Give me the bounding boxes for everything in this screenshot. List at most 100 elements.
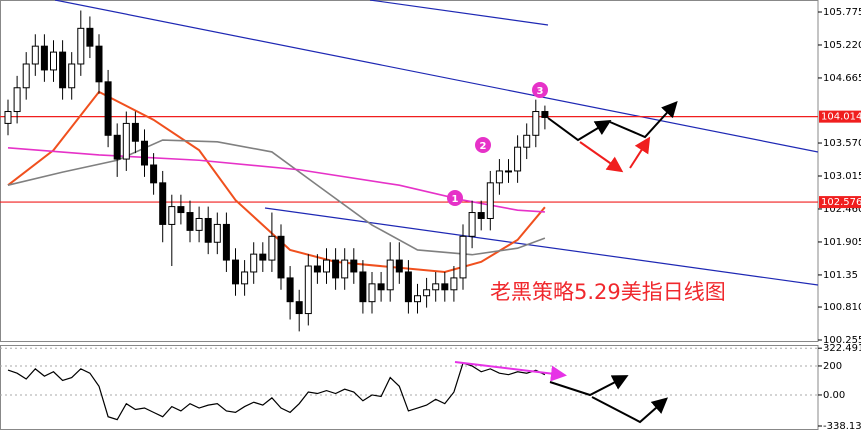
marker-circle [532,82,548,98]
y-tick-label: 102.460 [823,204,861,215]
candle-body [368,283,376,303]
candle-body [423,289,431,297]
marker-number: 2 [480,141,487,152]
candle-body [150,164,158,184]
marker-circle [475,137,491,153]
candle-body [432,283,440,291]
y-tick-label: 105.220 [823,40,861,51]
annotation: 老黑策略5.29美指日线图 [490,280,726,304]
arrow [629,136,651,169]
candle-body [213,223,221,243]
candle-body [395,259,403,273]
candle-body [323,259,330,273]
level-label: 104.014 [821,112,861,123]
y-tick-label: 200 [823,361,842,372]
arrows [454,101,678,424]
y-tick-label: 100.810 [823,302,861,313]
candle-body [495,170,503,184]
candle-body [50,51,57,71]
arrow [579,141,624,173]
candle-body [122,122,130,160]
candle-body [222,223,230,261]
marker-number: 1 [452,194,459,205]
y-tick-label: 103.570 [823,138,861,149]
y-tick-label: 104.665 [823,73,861,84]
osc-pane [0,345,819,430]
candle-body [177,206,185,214]
price-axis: 105.775 105.220 104.665 103.570 103.015 102.4… [818,7,861,346]
arrow [547,117,612,142]
candle-body [250,253,258,273]
candle-body [414,295,421,303]
marker-circle [447,190,463,206]
y-tick-label: -338.136 [823,421,861,430]
candle-body [359,271,367,303]
candle-body [486,182,494,219]
candle-body [77,27,85,65]
candle-body [341,259,349,279]
arrow [591,396,669,424]
candle-body [159,182,167,225]
y-tick-label: 0.00 [823,390,845,401]
osc-plot: 322.4918 200 0.00 -338.136 [0,343,861,430]
candle-body [259,253,267,261]
candle-body [95,45,103,83]
candle-body [13,87,21,113]
y-tick-label: 100.255 [823,335,861,346]
level-label-box [819,196,861,209]
candle-body [22,63,30,89]
candle-body [505,170,512,173]
candle-body [532,111,540,136]
candle-body [68,63,76,89]
y-tick-label: 101.905 [823,237,861,248]
y-tick-label: 101.35 [823,270,858,281]
candle-body [195,217,203,231]
candle-body [313,265,321,273]
oscillator-line [7,362,546,421]
candle-body [386,259,394,291]
candle-body [350,259,358,273]
candle-body [204,217,212,243]
candle-body [168,206,176,225]
arrow [454,361,567,382]
candle-body [468,212,476,237]
candle-body [31,45,39,65]
candle-body [459,235,467,279]
candle-body [450,277,458,291]
level-label: 102.576 [821,197,861,208]
candle-body [404,271,412,303]
trend-line [264,207,818,286]
candle-body [59,51,67,89]
level-label-box [819,110,861,123]
candle-body [286,277,294,303]
candle-body [277,235,285,279]
candle-body [523,134,531,148]
y-tick-label: 103.015 [823,171,861,182]
candle-body [377,283,385,291]
candle-body [332,259,340,279]
main-plot [0,0,818,332]
y-tick-label: 322.4918 [823,343,861,354]
candle-body [4,111,12,124]
candle-body [40,45,48,71]
candle-body [304,265,312,315]
trend-line [54,0,818,153]
candle-body [86,27,94,47]
arrow [549,375,629,397]
candle-body [477,212,485,219]
candle-body [541,111,549,118]
candle-body [232,259,239,285]
candle-body [514,146,522,172]
candle-body [113,134,121,160]
candle-body [186,212,194,231]
candle-body [441,283,449,291]
candle-body [131,122,139,142]
marker-number: 3 [537,86,544,97]
candle-body [268,235,276,261]
candle-body [104,81,112,136]
candle-body [141,140,148,166]
candle-body [241,271,249,285]
trend-line [369,0,549,26]
candle-body [295,301,303,315]
